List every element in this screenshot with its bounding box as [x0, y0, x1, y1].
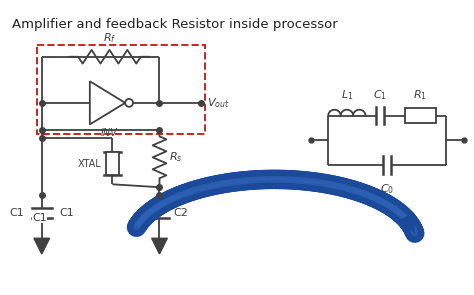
Text: C1: C1	[59, 208, 74, 218]
Text: INV: INV	[101, 128, 118, 138]
Text: C1: C1	[9, 208, 24, 218]
Text: C2: C2	[173, 208, 188, 218]
Bar	[405, 108, 436, 124]
Polygon shape	[152, 238, 167, 254]
Text: $R_f$: $R_f$	[103, 31, 116, 45]
Text: $C_1$: $C_1$	[373, 88, 387, 102]
Text: $R_1$: $R_1$	[413, 88, 428, 102]
Text: $V_{out}$: $V_{out}$	[207, 96, 229, 110]
Text: C1: C1	[32, 213, 47, 223]
Text: Amplifier and feedback Resistor inside processor: Amplifier and feedback Resistor inside p…	[12, 19, 338, 32]
Text: $C_0$: $C_0$	[380, 182, 394, 196]
Text: $R_s$: $R_s$	[169, 150, 183, 164]
Bar	[37, 45, 205, 134]
Circle shape	[125, 99, 133, 107]
Text: XTAL: XTAL	[78, 159, 101, 169]
Polygon shape	[34, 238, 50, 254]
Text: $L_1$: $L_1$	[341, 88, 353, 102]
Bar	[106, 152, 119, 176]
Polygon shape	[90, 81, 125, 124]
